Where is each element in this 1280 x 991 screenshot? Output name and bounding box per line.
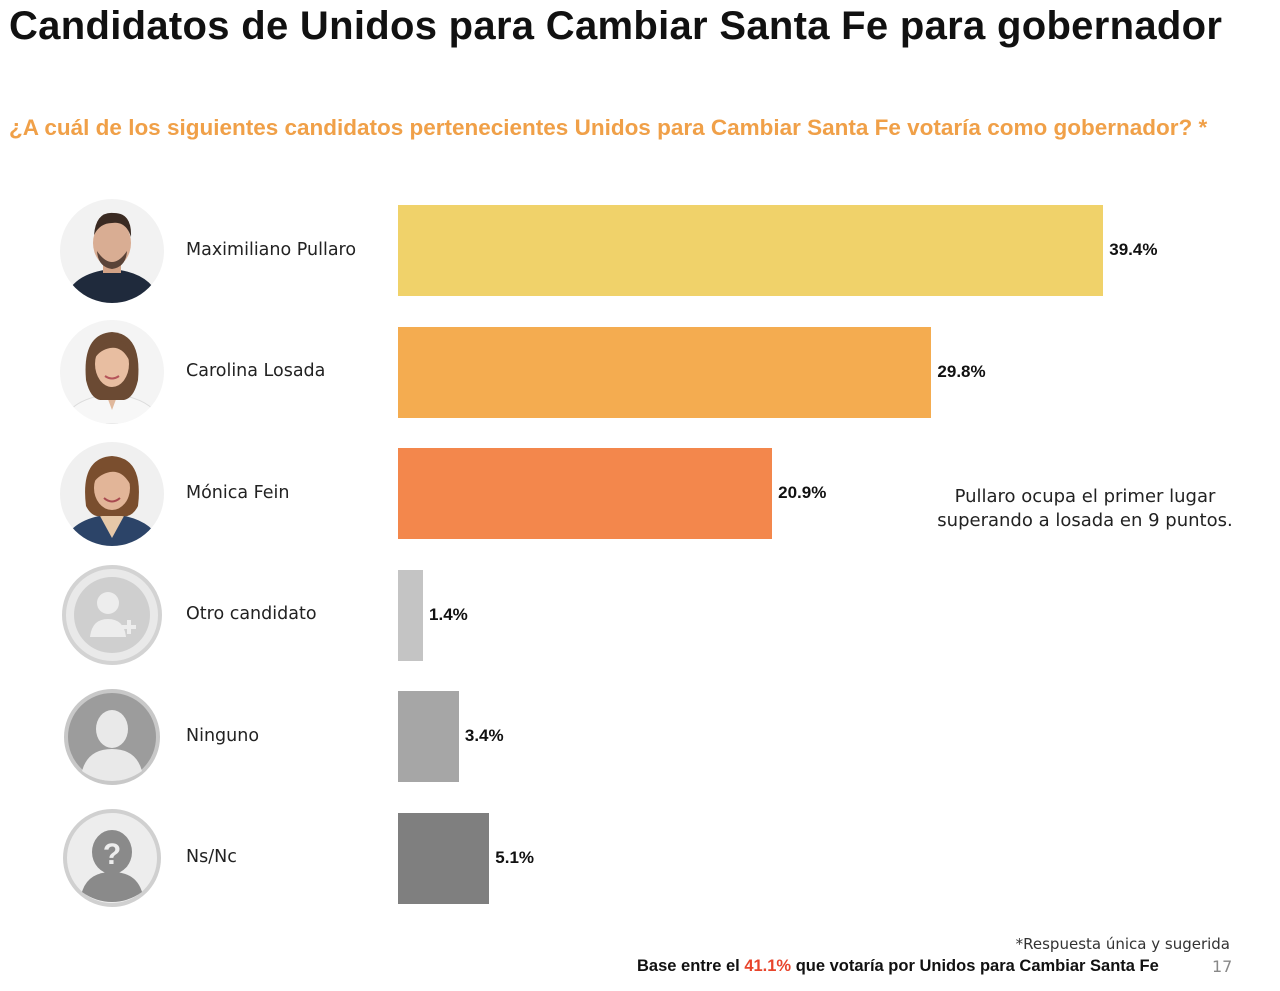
- footnote: *Respuesta única y sugerida: [1015, 935, 1230, 953]
- base-highlight: 41.1%: [744, 957, 792, 975]
- chart-annotation: Pullaro ocupa el primer lugar superando …: [937, 486, 1233, 531]
- generic-person-icon-ninguno: [60, 685, 164, 789]
- category-label-otro-candidato: Otro candidato: [186, 604, 317, 624]
- value-label-ns-nc: 5.1%: [495, 847, 535, 867]
- bar-monica-fein: [398, 448, 773, 539]
- bar-ninguno: [398, 691, 459, 782]
- page-number: 17: [1212, 957, 1233, 976]
- value-label-otro-candidato: 1.4%: [429, 604, 468, 624]
- category-label-ns-nc: Ns/Nc: [186, 847, 237, 867]
- base-prefix: Base entre el: [637, 957, 745, 975]
- survey-question: ¿A cuál de los siguientes candidatos per…: [9, 115, 1208, 140]
- bar-maximiliano-pullaro: [398, 205, 1104, 296]
- candidate-photo-icon-monica-fein: [60, 441, 164, 546]
- candidate-photo-icon-maximiliano-pullaro: [60, 198, 164, 303]
- bar-ns-nc: [398, 812, 490, 904]
- category-label-monica-fein: Mónica Fein: [186, 482, 290, 503]
- value-label-carolina-losada: 29.8%: [937, 361, 986, 381]
- candidate-photo-icon-carolina-losada: [60, 320, 164, 424]
- category-label-ninguno: Ninguno: [186, 725, 260, 746]
- category-label-maximiliano-pullaro: Maximiliano Pullaro: [186, 239, 357, 260]
- base-note: Base entre el 41.1% que votaría por Unid…: [637, 957, 1159, 976]
- svg-text:?: ?: [103, 838, 121, 871]
- value-label-maximiliano-pullaro: 39.4%: [1109, 240, 1158, 259]
- bar-carolina-losada: [398, 326, 932, 418]
- value-label-monica-fein: 20.9%: [778, 483, 827, 502]
- page-title: Candidatos de Unidos para Cambiar Santa …: [9, 4, 1223, 48]
- category-label-carolina-losada: Carolina Losada: [186, 361, 326, 381]
- bar-otro-candidato: [398, 569, 424, 661]
- value-label-ninguno: 3.4%: [464, 726, 504, 745]
- base-suffix: que votaría por Unidos para Cambiar Sant…: [791, 957, 1159, 975]
- generic-person-add-icon-otro-candidato: [60, 563, 164, 667]
- person-question-icon-ns-nc: ?: [60, 806, 164, 910]
